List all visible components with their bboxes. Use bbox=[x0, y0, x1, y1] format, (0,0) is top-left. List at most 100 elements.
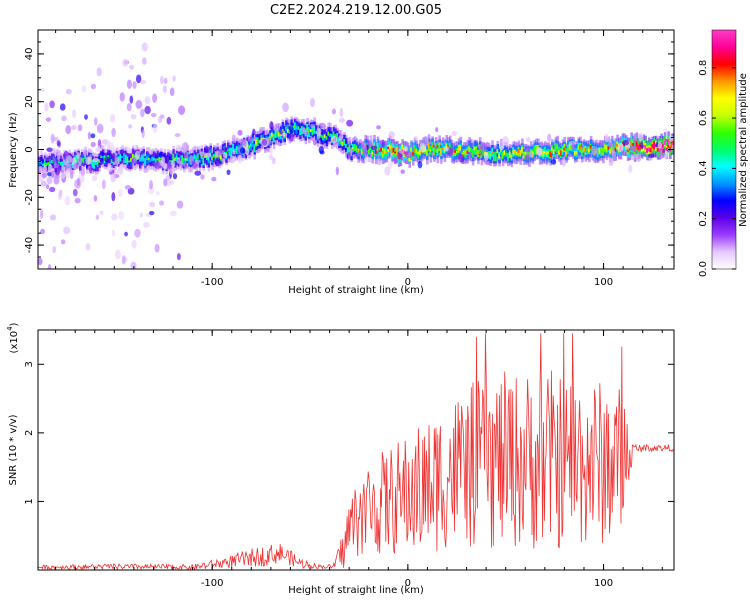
heatmap-cell bbox=[519, 150, 522, 156]
heatmap-cell bbox=[598, 148, 602, 153]
heatmap-noise bbox=[622, 140, 629, 146]
heatmap-cell bbox=[179, 154, 183, 159]
heatmap-noise bbox=[178, 105, 186, 115]
heatmap-cell bbox=[512, 149, 515, 155]
heatmap-cell bbox=[145, 156, 149, 161]
heatmap-noise bbox=[52, 157, 60, 163]
heatmap-cell bbox=[415, 148, 419, 154]
heatmap-cell bbox=[256, 140, 260, 145]
heatmap-noise bbox=[38, 258, 43, 266]
heatmap-noise bbox=[525, 147, 531, 153]
y-tick-label: 3 bbox=[24, 361, 35, 367]
heatmap-noise bbox=[130, 113, 137, 120]
heatmap-cell bbox=[212, 153, 216, 158]
heatmap-noise bbox=[131, 239, 137, 249]
heatmap-noise bbox=[312, 139, 317, 146]
heatmap-noise bbox=[93, 195, 98, 202]
heatmap-cell bbox=[353, 146, 357, 149]
heatmap-cell bbox=[249, 143, 253, 147]
heatmap-noise bbox=[88, 165, 93, 174]
heatmap-noise bbox=[54, 174, 61, 179]
heatmap-cell bbox=[147, 157, 151, 161]
heatmap-noise bbox=[170, 210, 177, 217]
heatmap-noise bbox=[154, 243, 160, 253]
heatmap-cell bbox=[367, 148, 371, 153]
heatmap-noise bbox=[134, 150, 140, 161]
heatmap-cell bbox=[482, 149, 485, 154]
heatmap-noise bbox=[111, 229, 116, 237]
heatmap-cell bbox=[315, 130, 318, 134]
heatmap-cell bbox=[436, 149, 440, 153]
heatmap-noise bbox=[172, 75, 176, 83]
heatmap-noise bbox=[126, 79, 132, 89]
heatmap-noise bbox=[630, 153, 637, 161]
heatmap-cell bbox=[589, 145, 593, 149]
heatmap-noise bbox=[54, 166, 60, 176]
heatmap-noise bbox=[64, 195, 71, 206]
heatmap-noise bbox=[80, 169, 86, 176]
heatmap-cell bbox=[475, 148, 478, 152]
y-tick-label: 0 bbox=[24, 146, 35, 152]
heatmap-noise bbox=[458, 154, 465, 163]
heatmap-cell bbox=[154, 158, 158, 163]
heatmap-cell bbox=[311, 129, 315, 131]
heatmap-noise bbox=[318, 146, 324, 154]
heatmap-cell bbox=[181, 157, 184, 163]
heatmap-cell bbox=[653, 143, 656, 148]
heatmap-noise bbox=[525, 137, 531, 142]
heatmap-cell bbox=[202, 158, 205, 162]
heatmap-cell bbox=[334, 133, 338, 138]
heatmap-noise bbox=[115, 249, 121, 260]
heatmap-cell bbox=[327, 131, 331, 136]
heatmap-cell bbox=[207, 157, 211, 161]
heatmap-cell bbox=[556, 145, 559, 150]
heatmap-noise bbox=[237, 154, 243, 164]
heatmap-cell bbox=[392, 147, 396, 153]
heatmap-cell bbox=[352, 147, 355, 150]
heatmap-noise bbox=[610, 148, 615, 156]
heatmap-cell bbox=[100, 155, 103, 159]
heatmap-noise bbox=[135, 74, 142, 84]
heatmap-noise bbox=[648, 153, 655, 158]
heatmap-cell bbox=[455, 151, 459, 153]
y-tick-label: 40 bbox=[24, 48, 35, 61]
heatmap-cell bbox=[360, 149, 364, 155]
heatmap-cell bbox=[153, 157, 156, 161]
heatmap-cell bbox=[647, 147, 651, 152]
heatmap-cell bbox=[508, 151, 512, 158]
heatmap-noise bbox=[65, 88, 72, 95]
x-tick-label: 0 bbox=[405, 277, 411, 288]
heatmap-noise bbox=[72, 188, 78, 197]
heatmap-cell bbox=[517, 149, 521, 154]
heatmap-noise bbox=[41, 173, 47, 178]
heatmap-noise bbox=[56, 140, 61, 147]
heatmap-noise bbox=[279, 128, 283, 135]
heatmap-cell bbox=[337, 139, 341, 142]
heatmap-noise bbox=[591, 146, 599, 156]
heatmap-noise bbox=[176, 253, 181, 261]
heatmap-noise bbox=[200, 174, 205, 180]
heatmap-cell bbox=[269, 136, 272, 140]
heatmap-noise bbox=[95, 147, 101, 152]
heatmap-noise bbox=[154, 160, 161, 170]
heatmap-noise bbox=[144, 105, 151, 115]
heatmap-cell bbox=[156, 158, 160, 161]
heatmap-noise bbox=[259, 126, 264, 134]
heatmap-cell bbox=[197, 154, 200, 159]
heatmap-noise bbox=[638, 132, 644, 142]
heatmap-noise bbox=[149, 201, 156, 208]
heatmap-noise bbox=[144, 96, 151, 105]
heatmap-noise bbox=[179, 160, 183, 171]
heatmap-cell bbox=[635, 142, 639, 147]
heatmap-cell bbox=[602, 151, 605, 153]
heatmap-cell bbox=[385, 151, 389, 155]
heatmap-noise bbox=[65, 124, 72, 135]
heatmap-noise bbox=[50, 133, 55, 144]
heatmap-noise bbox=[158, 200, 165, 206]
heatmap-cell bbox=[561, 148, 565, 152]
heatmap-noise bbox=[571, 143, 575, 151]
heatmap-noise bbox=[40, 180, 47, 187]
heatmap-noise bbox=[176, 144, 182, 152]
heatmap-noise bbox=[608, 157, 614, 167]
heatmap-noise bbox=[422, 136, 429, 146]
